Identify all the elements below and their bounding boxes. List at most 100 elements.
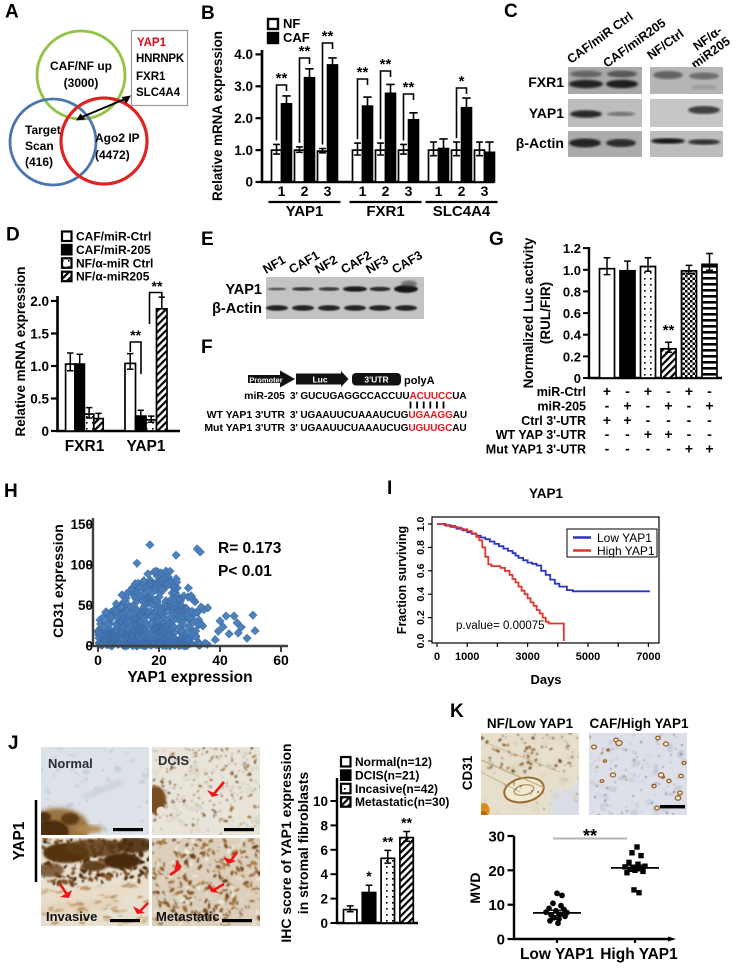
svg-text:-: -	[666, 441, 671, 457]
svg-text:Days: Days	[530, 672, 561, 687]
svg-text:**: **	[382, 833, 393, 849]
svg-text:NF: NF	[283, 16, 300, 31]
svg-text:1.2: 1.2	[563, 241, 581, 256]
svg-text:MVD: MVD	[467, 872, 483, 903]
svg-text:in stromal fibroblasts: in stromal fibroblasts	[295, 772, 311, 915]
svg-text:miR-205: miR-205	[537, 399, 586, 413]
svg-text:I: I	[387, 478, 392, 499]
svg-text:Metastatic(n=30): Metastatic(n=30)	[355, 795, 449, 809]
svg-text:β-Actin: β-Actin	[516, 135, 564, 151]
svg-text:0: 0	[94, 652, 102, 668]
svg-text:0.8: 0.8	[415, 540, 427, 555]
svg-text:YAP1: YAP1	[529, 105, 565, 121]
svg-text:polyA: polyA	[404, 375, 435, 387]
svg-text:Invasive: Invasive	[46, 909, 97, 924]
svg-text:+: +	[705, 397, 713, 413]
svg-text:3' UGAAUUCUAAAUCUGUGUUGCAU: 3' UGAAUUCUAAAUCUGUGUUGCAU	[290, 423, 466, 434]
svg-text:10: 10	[313, 794, 328, 809]
svg-text:CD31: CD31	[460, 755, 475, 790]
svg-text:Metastatic: Metastatic	[156, 909, 220, 924]
svg-text:+: +	[685, 383, 693, 399]
svg-text:2: 2	[301, 183, 309, 199]
svg-text:0: 0	[85, 639, 93, 654]
svg-text:-: -	[646, 441, 651, 457]
svg-text:-: -	[707, 426, 712, 442]
svg-text:100: 100	[70, 558, 93, 573]
svg-text:5000: 5000	[576, 651, 600, 663]
svg-text:High YAP1: High YAP1	[600, 946, 678, 963]
svg-text:Relative mRNA expression: Relative mRNA expression	[210, 31, 225, 201]
svg-text:NF/Low YAP1: NF/Low YAP1	[487, 716, 574, 731]
svg-text:1: 1	[359, 183, 367, 199]
svg-text:+: +	[623, 397, 631, 413]
svg-text:**: **	[276, 70, 288, 87]
svg-text:FXR1: FXR1	[65, 438, 105, 455]
svg-text:CAF/High YAP1: CAF/High YAP1	[589, 716, 689, 731]
svg-text:3: 3	[481, 183, 489, 199]
svg-text:2.0: 2.0	[30, 294, 49, 309]
svg-text:**: **	[130, 327, 141, 343]
svg-text:3'UTR: 3'UTR	[364, 375, 388, 385]
svg-text:YAP1: YAP1	[137, 37, 167, 49]
svg-text:Target: Target	[25, 123, 61, 137]
svg-text:4: 4	[320, 867, 328, 882]
svg-text:DCIS(n=21): DCIS(n=21)	[355, 768, 419, 782]
svg-text:YAP1: YAP1	[126, 438, 165, 455]
svg-text:-: -	[707, 383, 712, 399]
svg-text:CAF/NF up: CAF/NF up	[50, 59, 112, 73]
svg-text:Fraction surviving: Fraction surviving	[395, 526, 409, 634]
svg-text:**: **	[663, 322, 675, 339]
svg-text:**: **	[299, 43, 311, 60]
svg-text:**: **	[403, 79, 415, 96]
svg-text:CD31 expression: CD31 expression	[50, 524, 66, 638]
svg-text:0.8: 0.8	[563, 284, 581, 299]
svg-text:40: 40	[212, 652, 228, 668]
svg-text:0: 0	[320, 916, 328, 931]
svg-text:High YAP1: High YAP1	[597, 544, 655, 558]
svg-text:1.0: 1.0	[30, 359, 49, 374]
svg-text:J: J	[8, 733, 19, 754]
svg-text:-: -	[646, 397, 651, 413]
svg-text:-: -	[646, 412, 651, 428]
svg-text:Low YAP1: Low YAP1	[520, 946, 594, 963]
svg-text:+: +	[685, 441, 693, 457]
svg-text:6: 6	[320, 843, 328, 858]
svg-text:C: C	[504, 1, 518, 22]
svg-text:1: 1	[435, 183, 443, 199]
svg-text:-: -	[666, 412, 671, 428]
svg-text:(416): (416)	[25, 155, 53, 169]
svg-text:0: 0	[434, 651, 440, 663]
svg-text:YAP1: YAP1	[286, 203, 324, 220]
svg-text:YAP1: YAP1	[11, 821, 28, 860]
svg-text:+: +	[644, 383, 652, 399]
svg-text:Mut YAP1 3'UTR: Mut YAP1 3'UTR	[204, 422, 285, 434]
svg-text:0.2: 0.2	[563, 349, 581, 364]
svg-text:miR-Ctrl: miR-Ctrl	[537, 385, 586, 399]
svg-text:CAF/miR-205: CAF/miR-205	[76, 243, 151, 257]
svg-text:HNRNPK: HNRNPK	[136, 53, 185, 65]
svg-text:0.4: 0.4	[563, 328, 582, 343]
svg-text:2.0: 2.0	[234, 111, 253, 126]
svg-text:-: -	[666, 383, 671, 399]
svg-text:4.0: 4.0	[234, 47, 253, 62]
svg-text:**: **	[357, 64, 369, 81]
svg-text:1000: 1000	[455, 651, 479, 663]
svg-text:(3000): (3000)	[64, 76, 99, 90]
svg-text:20: 20	[151, 652, 167, 668]
svg-text:FXR1: FXR1	[136, 71, 166, 83]
svg-text:-: -	[625, 383, 630, 399]
svg-text:A: A	[5, 2, 19, 23]
svg-text:Mut YAP1 3'-UTR: Mut YAP1 3'-UTR	[486, 443, 586, 457]
svg-text:F: F	[201, 337, 213, 358]
svg-text:SLC4A4: SLC4A4	[433, 203, 491, 220]
svg-text:Normalized Luc activity: Normalized Luc activity	[521, 237, 536, 388]
svg-text:20: 20	[488, 863, 505, 880]
svg-text:3: 3	[324, 183, 332, 199]
svg-text:H: H	[4, 481, 18, 502]
svg-text:2: 2	[320, 892, 328, 907]
svg-text:R= 0.173: R= 0.173	[218, 540, 282, 557]
svg-text:YAP1: YAP1	[529, 486, 564, 501]
svg-text:-: -	[687, 426, 692, 442]
svg-text:0: 0	[41, 424, 49, 439]
svg-text:IHC score of YAP1 expression: IHC score of YAP1 expression	[278, 743, 294, 942]
